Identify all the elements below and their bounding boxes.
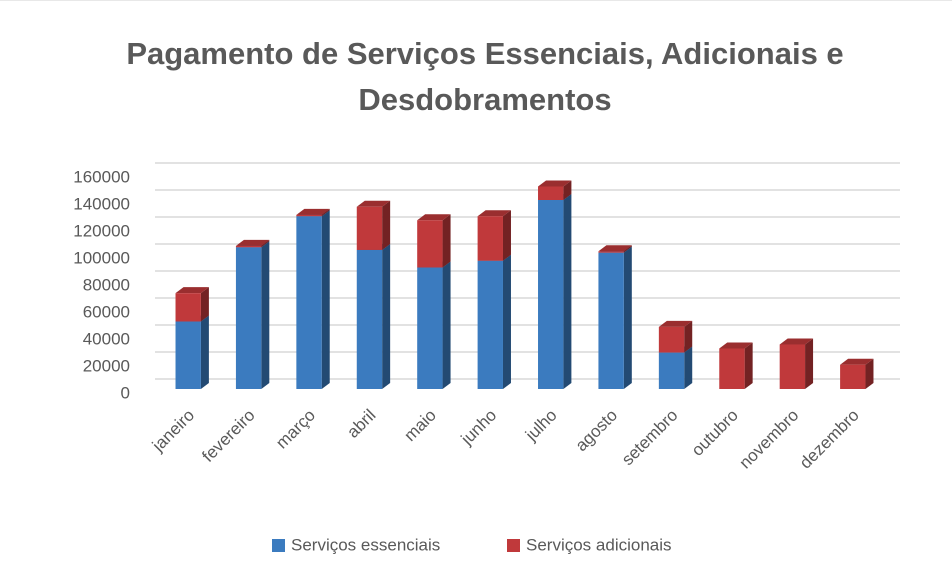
bar xyxy=(779,344,806,389)
y-tick-label: 40000 xyxy=(83,329,130,348)
bar-top xyxy=(779,338,814,345)
bar-side xyxy=(744,342,753,389)
x-tick-label: novembro xyxy=(735,406,802,473)
bar xyxy=(417,267,443,389)
bar xyxy=(235,245,262,248)
bar-side xyxy=(805,338,814,389)
legend-swatch xyxy=(272,539,285,552)
bar-side xyxy=(200,287,209,322)
bar-side xyxy=(382,200,391,250)
bar-side xyxy=(442,261,451,389)
bar-top xyxy=(235,239,270,246)
bar xyxy=(840,364,866,389)
y-tick-label: 80000 xyxy=(83,275,130,294)
bar xyxy=(235,247,262,389)
bar-side xyxy=(684,346,693,389)
y-tick-label: 100000 xyxy=(73,248,130,267)
bar-side xyxy=(321,210,330,389)
bar xyxy=(175,321,201,389)
legend-label: Serviços adicionais xyxy=(526,535,672,554)
bar xyxy=(719,348,745,389)
x-tick-label: março xyxy=(272,406,319,453)
x-tick-label: agosto xyxy=(572,406,622,456)
legend-swatch xyxy=(507,539,520,552)
bar xyxy=(296,214,322,217)
bar xyxy=(598,251,624,253)
bar xyxy=(356,249,383,389)
bar-top xyxy=(296,208,330,215)
bar-side xyxy=(563,180,572,200)
bar-side xyxy=(865,358,874,389)
y-tick-label: 20000 xyxy=(83,356,130,375)
bar-top xyxy=(598,245,632,252)
bar xyxy=(175,293,201,322)
bar-side xyxy=(563,194,572,389)
x-tick-label: setembro xyxy=(618,406,682,470)
bar-top xyxy=(356,200,391,207)
bar xyxy=(658,326,685,353)
bar-top xyxy=(538,180,572,187)
bar-side xyxy=(442,214,451,268)
bar-top xyxy=(840,358,874,365)
bar xyxy=(356,206,383,250)
y-tick-label: 160000 xyxy=(73,167,130,186)
bar-top xyxy=(417,214,451,221)
bar xyxy=(296,216,322,389)
bar-top xyxy=(175,287,209,294)
bar-top xyxy=(719,342,753,349)
x-tick-label: julho xyxy=(521,406,561,446)
legend-label: Serviços essenciais xyxy=(291,535,440,554)
bar xyxy=(598,252,624,389)
bar-side xyxy=(321,208,330,217)
x-tick-label: abril xyxy=(343,406,379,442)
x-tick-label: maio xyxy=(400,406,439,445)
bar-side xyxy=(382,243,391,389)
bar-side xyxy=(200,315,209,389)
bar-side xyxy=(502,254,511,389)
bar xyxy=(477,260,503,389)
y-tick-label: 0 xyxy=(121,383,130,402)
chart-title: Pagamento de Serviços Essenciais, Adicio… xyxy=(126,36,844,117)
y-tick-label: 60000 xyxy=(83,302,130,321)
bar xyxy=(417,220,443,268)
x-tick-label: fevereiro xyxy=(198,406,258,466)
bar-side xyxy=(623,246,632,389)
bar xyxy=(658,352,685,389)
x-tick-label: dezembro xyxy=(796,406,863,473)
bar-top xyxy=(658,320,693,327)
x-tick-label: janeiro xyxy=(148,406,198,456)
bar-side xyxy=(684,320,693,353)
bar-top xyxy=(477,210,511,217)
bar-side xyxy=(261,239,270,248)
y-tick-label: 140000 xyxy=(73,194,130,213)
bar xyxy=(538,186,564,200)
bar xyxy=(538,200,564,389)
y-tick-label: 120000 xyxy=(73,221,130,240)
bar-side xyxy=(261,241,270,389)
bar-side xyxy=(502,210,511,261)
bar-side xyxy=(623,245,632,253)
x-tick-label: outubro xyxy=(688,406,742,460)
x-tick-label: junho xyxy=(457,406,501,450)
bar xyxy=(477,216,503,261)
